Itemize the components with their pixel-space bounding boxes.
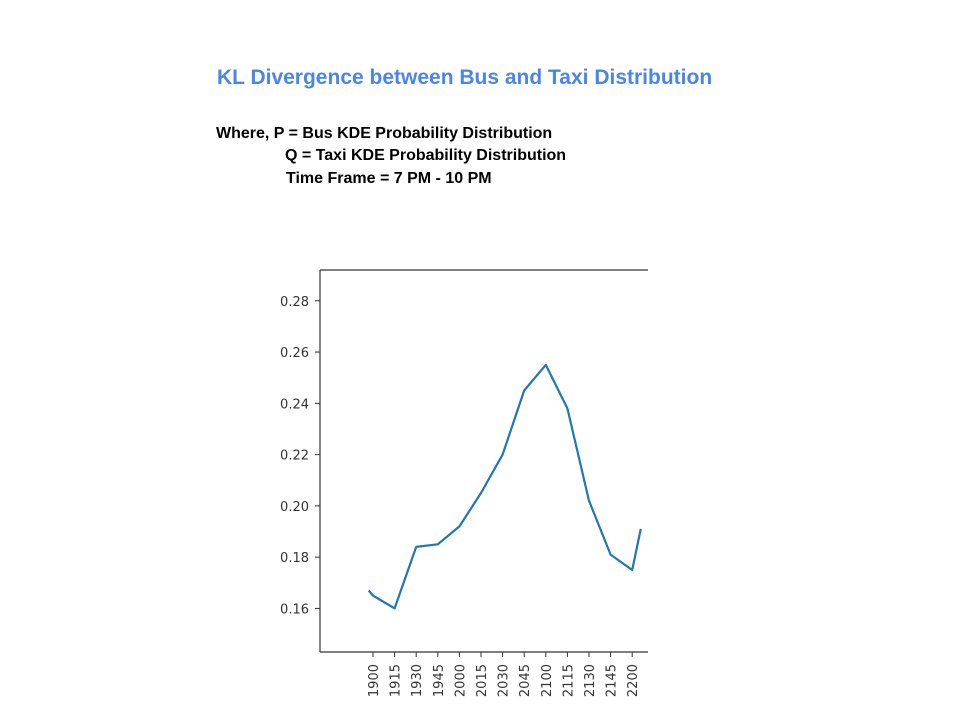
x-tick-label: 1915: [389, 664, 404, 697]
y-tick-label: 0.24: [280, 397, 309, 412]
definition-p: Where, P = Bus KDE Probability Distribut…: [216, 125, 553, 142]
x-tick-label: 2015: [475, 664, 490, 697]
x-tick-label: 2130: [583, 664, 598, 697]
definition-q: Q = Taxi KDE Probability Distribution: [285, 147, 567, 164]
x-tick-label: 2030: [497, 664, 512, 697]
y-tick-label: 0.16: [280, 602, 309, 617]
x-tick-label: 1945: [432, 664, 447, 697]
x-tick-label: 2000: [453, 664, 468, 697]
y-tick-label: 0.20: [280, 500, 309, 515]
y-tick-label: 0.18: [280, 551, 309, 566]
series-line-0: [367, 363, 642, 610]
x-tick-label: 1930: [410, 664, 425, 697]
x-tick-label: 2115: [561, 664, 576, 697]
series-layer: [367, 363, 642, 610]
y-tick-label: 0.22: [280, 449, 309, 464]
chart-axes: [319, 269, 648, 653]
x-tick-label: 1900: [367, 664, 382, 697]
y-tick-label: 0.26: [280, 346, 309, 361]
x-axis-ticks: 1900 1915 1930 1945 2000 2015 2030 2045 2100 2115…: [367, 652, 641, 697]
y-tick-label: 0.28: [280, 295, 309, 310]
x-tick-label: 2145: [605, 664, 620, 697]
x-tick-label: 2100: [540, 664, 555, 697]
slide-title: KL Divergence between Bus and Taxi Distr…: [217, 66, 713, 89]
x-tick-label: 2200: [626, 664, 641, 697]
y-axis-ticks: 0.16 0.18 0.20 0.22 0.24 0.26 0.28: [280, 295, 320, 617]
x-tick-label: 2045: [518, 664, 533, 697]
time-frame: Time Frame = 7 PM - 10 PM: [286, 170, 492, 187]
